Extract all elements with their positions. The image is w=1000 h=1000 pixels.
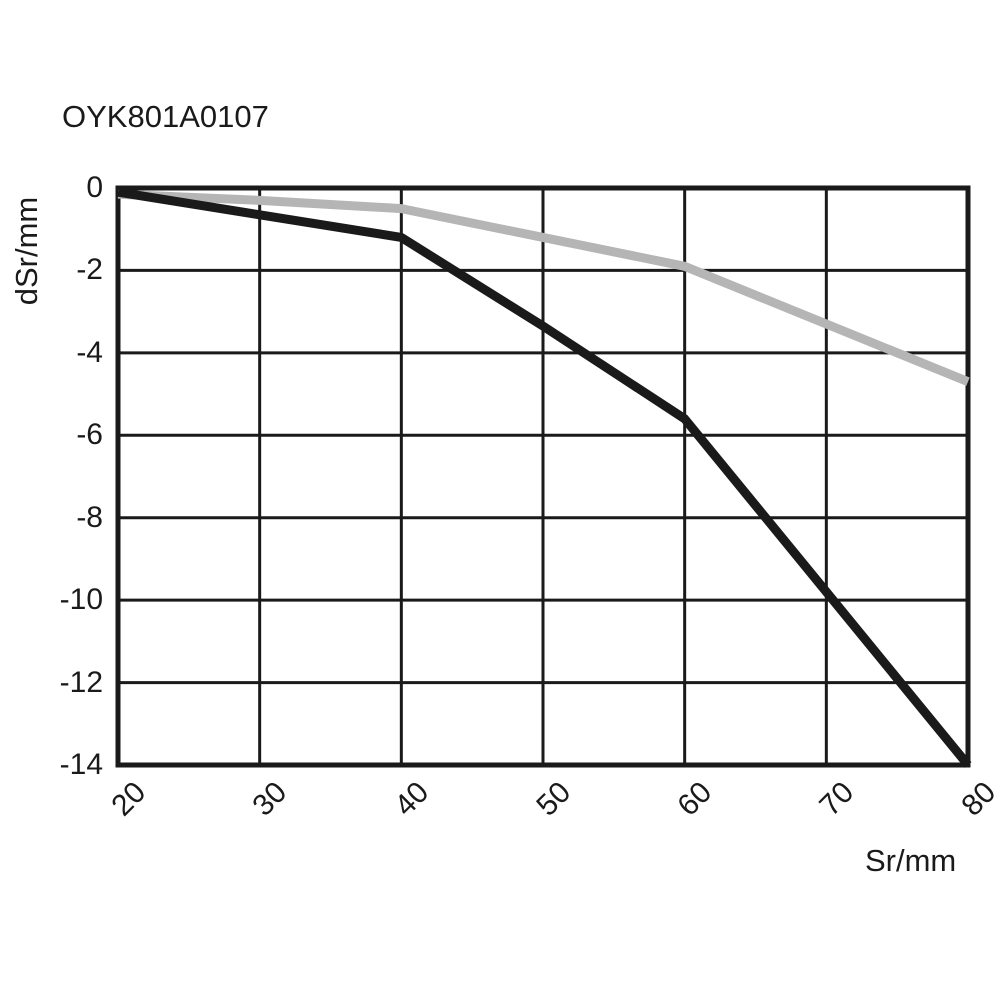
- data-series: [117, 187, 972, 768]
- chart-title: OYK801A0107: [62, 99, 269, 134]
- y-tick-label: -6: [76, 418, 103, 452]
- y-tick-label: 0: [86, 171, 103, 204]
- plot-border: [115, 185, 971, 768]
- y-tick-label: -14: [59, 748, 103, 781]
- series-gray-curve: [117, 189, 970, 386]
- gridlines: [116, 186, 970, 767]
- y-tick-label: -2: [76, 253, 103, 287]
- y-tick-label: -10: [59, 583, 103, 617]
- series-black-curve: [117, 187, 972, 768]
- y-tick-label: -12: [59, 665, 103, 699]
- y-tick-label: -4: [76, 335, 103, 369]
- x-axis-label: Sr/mm: [865, 843, 957, 878]
- y-tick-label: -8: [76, 500, 103, 534]
